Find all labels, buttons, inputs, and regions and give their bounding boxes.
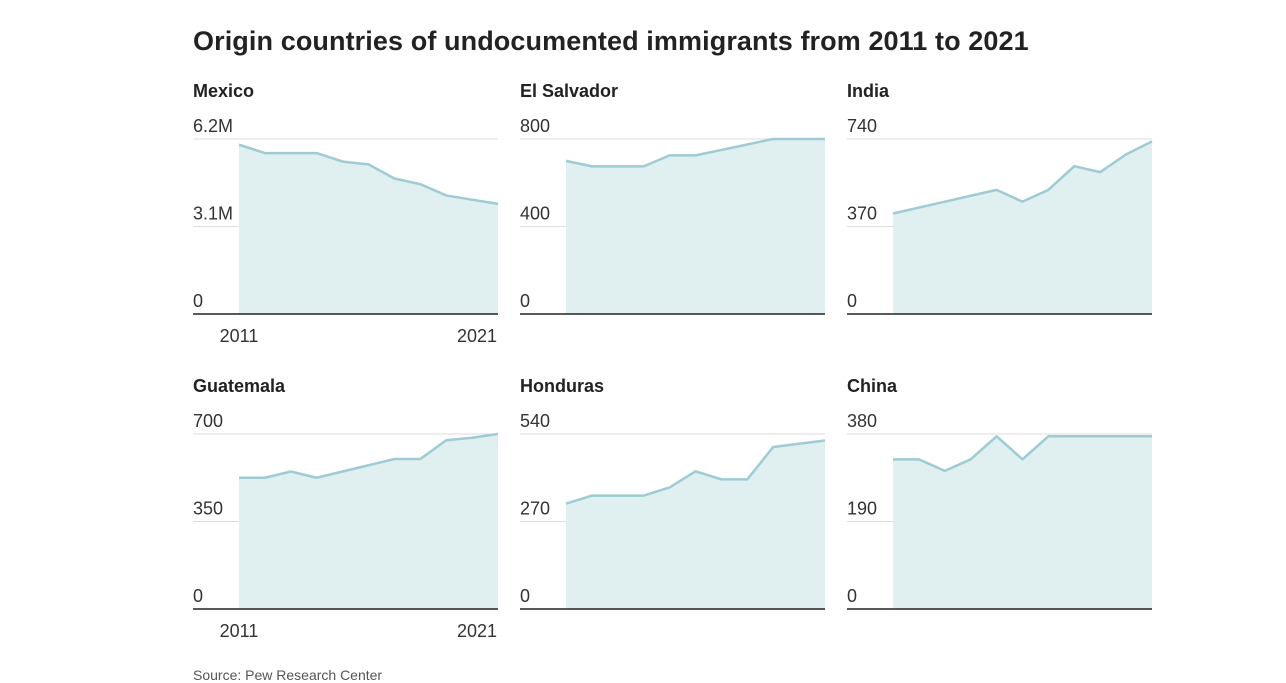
y-tick-label: 0 [193,291,203,311]
x-tick-label: 2021 [457,326,497,346]
y-tick-label: 380 [847,411,877,431]
x-tick-label: 2021 [457,621,497,641]
panel-title: China [847,376,898,396]
panel-title: India [847,81,890,101]
panel-title: Guatemala [193,376,286,396]
panel-guatemala: Guatemala 0 350 700 2011 2021 [193,376,498,641]
y-tick-label: 0 [193,586,203,606]
y-tick-label: 350 [193,499,223,519]
panel-mexico: Mexico 0 3.1M 6.2M 2011 2021 [193,81,498,346]
y-tick-label: 700 [193,411,223,431]
x-tick-label: 2011 [220,326,259,346]
series-area [239,434,498,609]
y-tick-label: 270 [520,499,550,519]
series-area [239,145,498,314]
panel-title: El Salvador [520,81,618,101]
y-tick-label: 370 [847,204,877,224]
y-tick-label: 0 [520,586,530,606]
y-tick-label: 0 [847,291,857,311]
series-area [893,436,1152,609]
series-area [893,141,1152,314]
panel-title: Mexico [193,81,254,101]
y-tick-label: 0 [847,586,857,606]
y-tick-label: 740 [847,116,877,136]
source-note: Source: Pew Research Center [193,667,382,683]
y-tick-label: 6.2M [193,116,233,136]
panel-el-salvador: El Salvador 0 400 800 [520,81,825,314]
y-tick-label: 800 [520,116,550,136]
series-area [566,440,825,609]
panel-china: China 0 190 380 [847,376,1152,609]
panel-india: India 0 370 740 [847,81,1152,314]
panel-title: Honduras [520,376,604,396]
y-tick-label: 0 [520,291,530,311]
y-tick-label: 540 [520,411,550,431]
y-tick-label: 3.1M [193,204,233,224]
y-tick-label: 190 [847,499,877,519]
panel-honduras: Honduras 0 270 540 [520,376,825,609]
x-tick-label: 2011 [220,621,259,641]
y-tick-label: 400 [520,204,550,224]
